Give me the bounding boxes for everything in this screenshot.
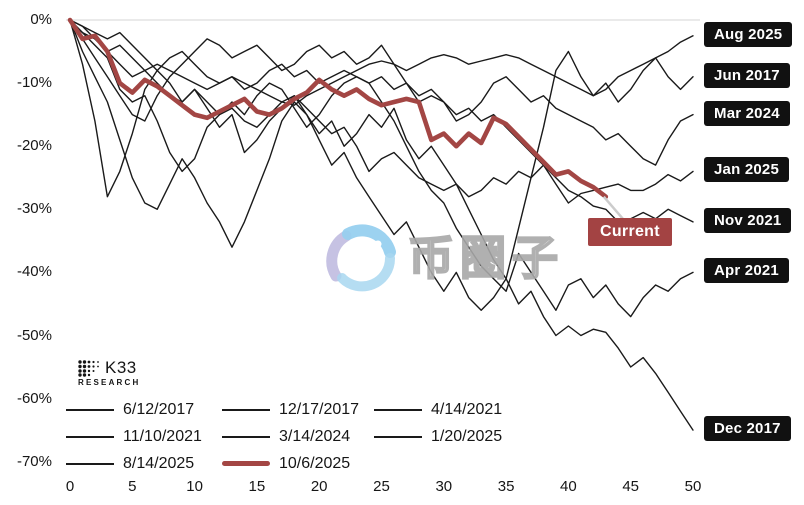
x-tick-label: 5 <box>128 478 137 495</box>
x-tick-label: 0 <box>65 478 75 495</box>
legend-line-sample <box>222 408 270 411</box>
current-callout-badge: Current <box>588 218 672 246</box>
x-tick-label: 15 <box>248 478 266 495</box>
legend-label: 10/6/2025 <box>279 454 351 472</box>
legend-item: 8/14/2025 <box>66 455 222 473</box>
end-badge-jun-2017: Jun 2017 <box>704 62 790 88</box>
end-badge-apr-2021: Apr 2021 <box>704 258 789 284</box>
x-tick-label: 50 <box>684 478 702 495</box>
chart-legend: 6/12/2017 12/17/2017 4/14/2021 11/10/2021 3/… <box>66 396 502 477</box>
k33-logo-subtext: RESEARCH <box>78 378 141 387</box>
legend-label: 12/17/2017 <box>279 400 360 418</box>
legend-label: 6/12/2017 <box>123 400 195 418</box>
y-tick-label: -30% <box>16 200 52 218</box>
legend-line-sample <box>374 435 422 438</box>
y-tick-label: -40% <box>16 263 52 281</box>
legend-line-sample <box>66 408 114 411</box>
legend-item: 4/14/2021 <box>374 401 502 419</box>
y-tick-label: -60% <box>16 389 52 407</box>
y-tick-label: -70% <box>16 452 52 470</box>
series-line-1-20-2025 <box>69 19 694 204</box>
x-tick-label: 45 <box>622 478 640 495</box>
legend-label: 11/10/2021 <box>123 427 202 445</box>
legend-label: 3/14/2024 <box>279 427 351 445</box>
y-tick-label: -50% <box>16 326 52 344</box>
k33-research-logo: K33 RESEARCH <box>78 358 141 387</box>
x-tick-label: 40 <box>560 478 577 495</box>
legend-label: 4/14/2021 <box>431 400 503 418</box>
end-badge-mar-2024: Mar 2024 <box>704 100 790 126</box>
series-line-8-14-2025 <box>69 19 694 106</box>
x-tick-label: 20 <box>310 478 328 495</box>
legend-item: 11/10/2021 <box>66 428 222 446</box>
series-line-10-6-2025 <box>67 17 609 199</box>
k33-dots-icon <box>78 359 99 377</box>
y-tick-label: 0% <box>30 11 52 28</box>
legend-line-sample <box>222 461 270 466</box>
legend-item: 10/6/2025 <box>222 455 374 473</box>
legend-line-sample <box>66 462 114 465</box>
legend-label: 8/14/2025 <box>123 454 195 472</box>
end-badge-jan-2025: Jan 2025 <box>704 157 789 183</box>
legend-line-sample <box>66 435 114 438</box>
x-tick-label: 25 <box>373 478 390 495</box>
x-tick-label: 10 <box>186 478 203 495</box>
legend-item: 3/14/2024 <box>222 428 374 446</box>
y-tick-label: -20% <box>16 137 52 155</box>
y-tick-label: -10% <box>16 74 52 92</box>
legend-line-sample <box>222 435 270 438</box>
legend-line-sample <box>374 408 422 411</box>
series-line-6-12-2017 <box>69 19 694 280</box>
end-badge-nov-2021: Nov 2021 <box>704 207 792 233</box>
legend-item: 6/12/2017 <box>66 401 222 419</box>
series-line-12-17-2017 <box>69 19 694 431</box>
x-tick-label: 30 <box>435 478 453 495</box>
k33-logo-text: K33 <box>105 358 137 377</box>
current-callout-connector <box>602 195 624 220</box>
x-tick-label: 35 <box>497 478 515 495</box>
series-line-4-14-2021 <box>69 19 694 318</box>
legend-item: 1/20/2025 <box>374 428 502 446</box>
legend-item: 12/17/2017 <box>222 401 374 419</box>
end-badge-dec-2017: Dec 2017 <box>704 416 791 442</box>
end-badge-aug-2025: Aug 2025 <box>704 21 793 47</box>
legend-label: 1/20/2025 <box>431 427 503 445</box>
